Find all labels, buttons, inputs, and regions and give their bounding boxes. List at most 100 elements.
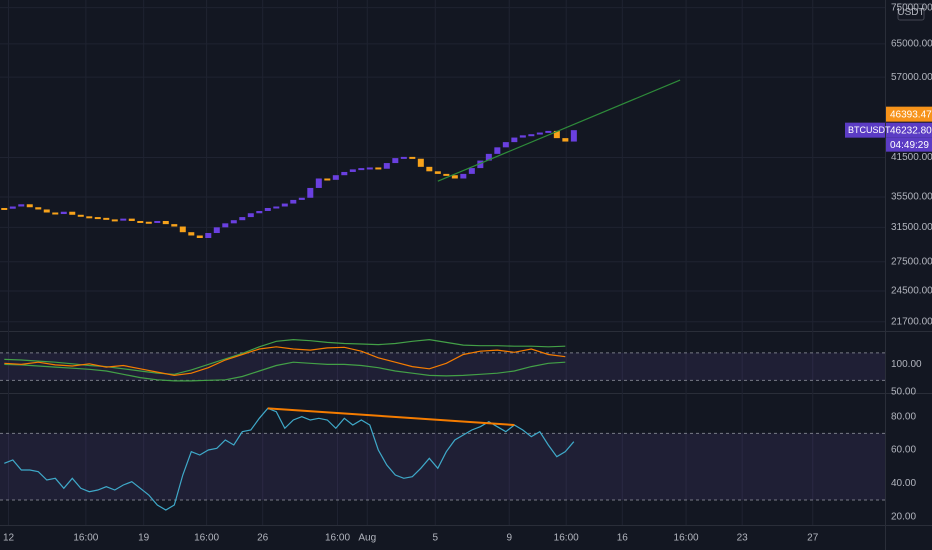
x-tick-label: 16:00 xyxy=(194,533,219,544)
candle xyxy=(307,187,314,198)
candle xyxy=(281,203,288,207)
candle xyxy=(256,210,263,214)
x-tick-label: 12 xyxy=(3,533,15,544)
candle xyxy=(103,217,110,220)
candle xyxy=(26,204,33,208)
symbol: BTCUSDT xyxy=(848,125,891,135)
x-tick-label: 16:00 xyxy=(325,533,350,544)
candle xyxy=(264,207,271,211)
candle xyxy=(443,173,450,176)
candle xyxy=(426,166,433,172)
candle xyxy=(188,232,195,236)
y-tick-label: 50.00 xyxy=(891,387,916,398)
countdown: 04:49:29 xyxy=(890,140,929,151)
y-tick-label: 57000.00 xyxy=(891,72,932,83)
candle xyxy=(290,199,297,204)
candle xyxy=(69,211,76,215)
x-tick-label: 16:00 xyxy=(674,533,699,544)
candle xyxy=(239,217,246,221)
candle xyxy=(230,220,237,224)
y-tick-label: 21700.00 xyxy=(891,316,932,327)
indicator-line xyxy=(4,407,575,511)
candle xyxy=(409,156,416,159)
y-tick-label: 24500.00 xyxy=(891,286,932,297)
candle xyxy=(154,220,161,223)
candle xyxy=(417,158,424,167)
y-tick-label: 41500.00 xyxy=(891,152,932,163)
candle xyxy=(137,220,144,223)
divergence-line xyxy=(267,407,515,426)
candle xyxy=(18,204,25,207)
candle xyxy=(375,167,382,170)
price-badge xyxy=(886,106,932,122)
candle xyxy=(400,156,407,159)
candle xyxy=(528,134,535,137)
candle xyxy=(485,153,492,161)
trend-line xyxy=(437,79,681,182)
candle xyxy=(536,132,543,135)
y-tick-label: 80.00 xyxy=(891,411,916,422)
price-badge xyxy=(886,122,932,138)
candle xyxy=(35,207,42,210)
x-tick-label: 27 xyxy=(807,533,819,544)
x-tick-label: 23 xyxy=(737,533,749,544)
candle xyxy=(77,214,84,217)
candle xyxy=(315,178,322,188)
candle xyxy=(52,212,59,215)
candle xyxy=(213,227,220,234)
candle xyxy=(434,171,441,174)
y-tick-label: 65000.00 xyxy=(891,39,932,50)
y-tick-label: 31500.00 xyxy=(891,222,932,233)
candle xyxy=(9,206,16,209)
candle xyxy=(222,223,229,228)
candle xyxy=(468,168,475,174)
candle xyxy=(60,211,67,215)
candle xyxy=(324,178,331,181)
candle xyxy=(460,173,467,179)
candle xyxy=(494,147,501,154)
candle xyxy=(392,158,399,164)
candle xyxy=(171,224,178,227)
y-tick-label: 20.00 xyxy=(891,511,916,522)
candle xyxy=(298,197,305,200)
candle xyxy=(145,221,152,224)
x-tick-label: 5 xyxy=(432,533,438,544)
symbol-badge xyxy=(845,122,885,138)
candle xyxy=(86,216,93,219)
y-tick-label: 75000.00 xyxy=(891,2,932,13)
candle xyxy=(511,137,518,143)
candle xyxy=(570,130,577,142)
countdown-badge xyxy=(886,137,932,152)
candle xyxy=(332,175,339,180)
currency: USDT xyxy=(897,7,924,18)
candle xyxy=(120,218,127,221)
price-badge-label: 46232.80 xyxy=(890,125,932,136)
candle xyxy=(162,220,169,225)
x-tick-label: Aug xyxy=(358,533,376,544)
y-tick-label: 100.00 xyxy=(891,359,922,370)
candle xyxy=(341,171,348,176)
x-tick-label: 9 xyxy=(506,533,512,544)
candle xyxy=(451,175,458,179)
candle xyxy=(502,142,509,148)
price-badge-label: 46393.47 xyxy=(890,109,932,120)
candle xyxy=(247,213,254,218)
candle xyxy=(94,217,101,220)
candle xyxy=(273,206,280,209)
y-tick-label: 60.00 xyxy=(891,445,916,456)
candle xyxy=(43,209,50,213)
candle xyxy=(562,138,569,142)
y-tick-label: 27500.00 xyxy=(891,256,932,267)
candle xyxy=(111,219,118,222)
candle xyxy=(545,130,552,133)
currency-box[interactable] xyxy=(897,3,925,21)
indicator-line xyxy=(4,346,566,377)
y-tick-label: 40.00 xyxy=(891,478,916,489)
indicator-line xyxy=(4,361,566,382)
candle xyxy=(519,135,526,138)
candle xyxy=(196,235,203,238)
candle xyxy=(349,169,356,172)
